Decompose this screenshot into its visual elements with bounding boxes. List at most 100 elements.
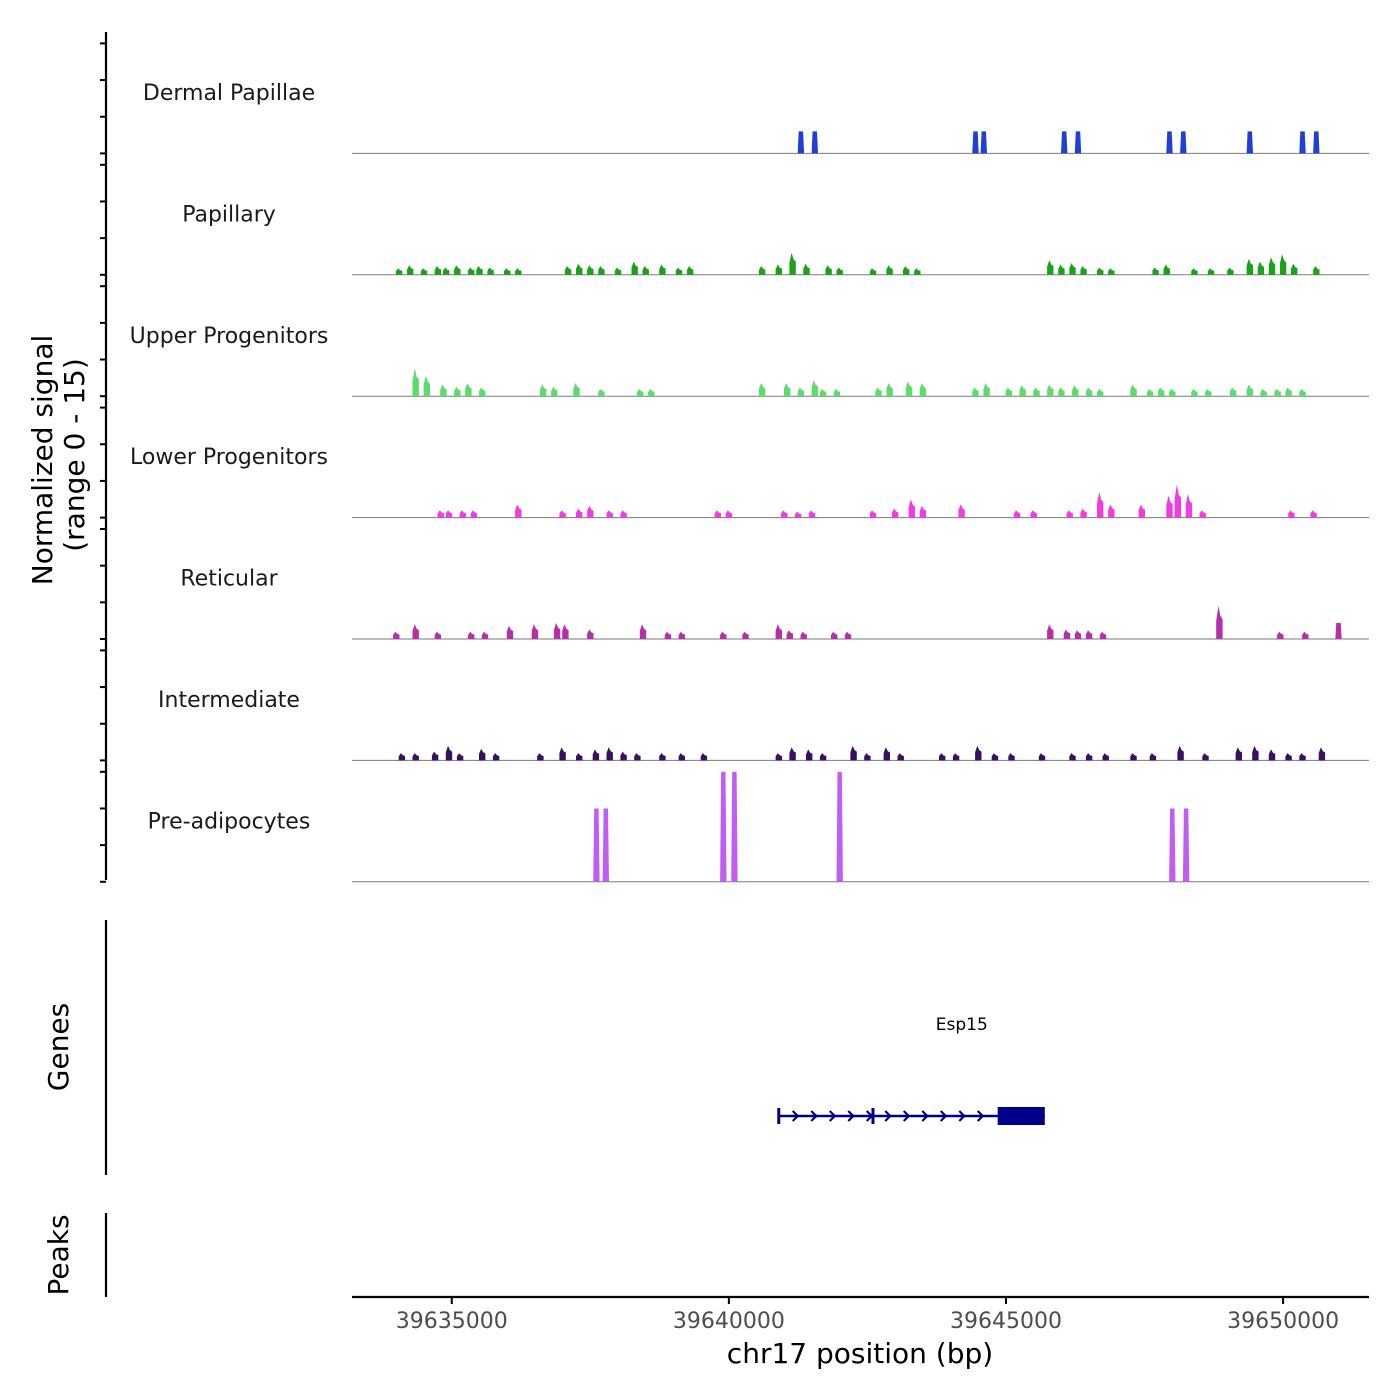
signal-peak — [598, 388, 605, 397]
track-label: Intermediate — [158, 688, 300, 713]
signal-peak — [1277, 631, 1284, 639]
signal-peak — [1313, 266, 1320, 275]
signal-peak — [775, 624, 782, 639]
signal-peak — [1097, 388, 1104, 397]
signal-peak — [1166, 131, 1173, 154]
signal-peak — [515, 268, 522, 275]
signal-peak — [445, 510, 453, 518]
signal-peak — [1108, 268, 1115, 275]
signal-peak — [781, 510, 788, 518]
signal-peak — [725, 510, 733, 518]
signal-peak — [593, 808, 600, 882]
signal-peak — [1202, 753, 1209, 761]
signal-peak — [576, 263, 583, 275]
signal-tracks: Dermal Papillae Papillary Upper Progenitor… — [130, 81, 1369, 883]
signal-peak — [1257, 261, 1265, 275]
signal-y-axis — [100, 32, 108, 883]
signal-peak — [454, 265, 461, 275]
strand-arrow — [847, 1110, 855, 1122]
signal-peak — [897, 753, 904, 761]
signal-peak — [831, 631, 838, 639]
signal-peak — [1299, 753, 1306, 761]
signal-peak — [844, 631, 852, 639]
signal-peak — [803, 263, 810, 275]
signal-peak — [789, 747, 796, 761]
signal-peak — [412, 368, 419, 397]
signal-peak — [1191, 268, 1198, 275]
track-dermal-papillae: Dermal Papillae — [143, 81, 1369, 154]
track-upper-progenitors: Upper Progenitors — [130, 324, 1369, 397]
signal-peak — [720, 771, 727, 882]
signal-peak — [1102, 753, 1109, 761]
signal-y-axis-title-line2: (range 0 - 15) — [58, 358, 91, 552]
signal-peak — [1146, 388, 1154, 397]
track-label: Papillary — [182, 202, 276, 227]
signal-peak — [637, 388, 644, 397]
gene-exon-mark — [777, 1108, 781, 1124]
signal-peak — [1080, 266, 1087, 275]
signal-peak — [407, 265, 414, 275]
signal-peak — [1199, 510, 1206, 518]
signal-peak — [883, 747, 890, 761]
signal-peak — [939, 753, 946, 761]
signal-peak — [1005, 387, 1012, 397]
signal-peak — [1207, 268, 1215, 275]
signal-peak — [720, 631, 727, 639]
signal-peak — [975, 745, 982, 761]
signal-peak — [487, 267, 494, 275]
genes-axis-title: Genes — [42, 1003, 75, 1091]
signal-peak — [1182, 808, 1190, 882]
signal-peak — [808, 510, 816, 518]
signal-peak — [620, 510, 627, 518]
signal-peak — [437, 510, 444, 518]
signal-peak — [1038, 753, 1046, 761]
signal-peak — [1030, 510, 1037, 518]
track-label: Dermal Papillae — [143, 81, 315, 106]
track-intermediate: Intermediate — [158, 688, 1369, 761]
signal-peak — [819, 388, 827, 397]
signal-peak — [1085, 387, 1093, 397]
signal-peak — [476, 266, 483, 275]
signal-peak — [875, 387, 882, 397]
signal-peak — [775, 753, 782, 761]
signal-peak — [983, 383, 990, 397]
signal-peak — [819, 753, 827, 761]
signal-peak — [639, 624, 647, 639]
signal-peak — [1191, 388, 1198, 397]
signal-peak — [1216, 606, 1223, 639]
signal-peak — [1246, 131, 1253, 154]
track-papillary: Papillary — [182, 202, 1369, 276]
signal-peak — [602, 808, 609, 882]
signal-peak — [1260, 388, 1267, 397]
signal-peak — [980, 131, 987, 154]
track-label: Pre-adipocytes — [148, 809, 311, 834]
signal-peak — [797, 387, 805, 397]
signal-peak — [440, 384, 447, 397]
gene-esp15: Esp15 — [777, 1015, 1045, 1125]
signal-peak — [1069, 263, 1076, 275]
signal-peak — [991, 753, 999, 761]
strand-arrow — [958, 1110, 966, 1122]
gene-annotation-track: Esp15 — [777, 1015, 1045, 1125]
signal-peak — [559, 510, 566, 518]
signal-peak — [540, 384, 547, 397]
signal-peak — [731, 771, 738, 882]
signal-peak — [1074, 131, 1082, 154]
signal-peak — [606, 510, 613, 518]
signal-peak — [1085, 753, 1093, 761]
x-axis-title: chr17 position (bp) — [727, 1337, 993, 1370]
signal-peak — [1019, 385, 1026, 397]
strand-arrow — [939, 1110, 948, 1122]
signal-peak — [659, 264, 666, 275]
signal-peak — [806, 749, 813, 761]
signal-peak — [620, 751, 627, 761]
signal-peak — [1313, 131, 1320, 154]
signal-peak — [1246, 258, 1253, 275]
signal-peak — [1285, 387, 1292, 397]
signal-peak — [919, 505, 927, 518]
signal-peak — [551, 386, 558, 397]
signal-peak — [1033, 387, 1040, 397]
track-label: Upper Progenitors — [130, 324, 329, 349]
signal-peak — [919, 383, 927, 397]
signal-peak — [576, 753, 583, 761]
